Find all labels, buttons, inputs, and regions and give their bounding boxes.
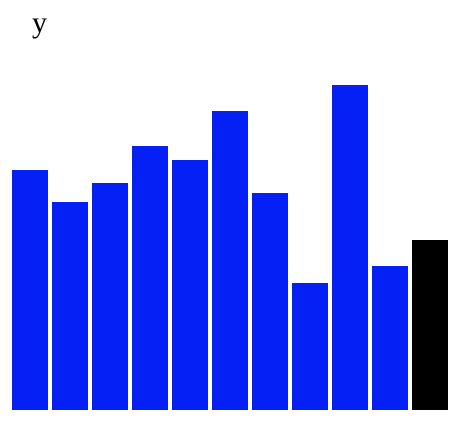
bar-11	[412, 240, 448, 410]
bar-10	[372, 266, 408, 410]
bar-4	[132, 146, 168, 410]
bar-6	[212, 111, 248, 410]
bar-8	[292, 283, 328, 410]
bar-7	[252, 193, 288, 410]
bar-9	[332, 85, 368, 410]
bar-3	[92, 183, 128, 410]
bars-group	[12, 85, 448, 410]
bar-5	[172, 160, 208, 410]
bar-2	[52, 202, 88, 410]
y-axis-label: y	[32, 6, 47, 39]
bar-1	[12, 170, 48, 410]
